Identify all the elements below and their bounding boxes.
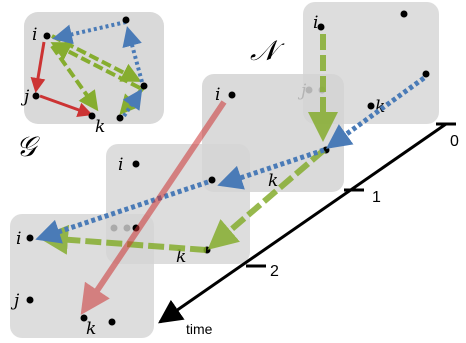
time-tick-0: 0 [450,133,459,150]
slice3-node-k-label: k [86,319,96,339]
time-axis: 0 1 2 time [158,122,459,337]
path-green [38,34,338,255]
small-graph-symbol: 𝒢 [16,130,40,163]
time-tick-2: 2 [270,263,279,280]
slice3-node-j-label: j [10,291,20,311]
path-blue [35,75,426,244]
slice1-node-i-label: i [215,85,220,105]
node-j-label: j [20,87,30,107]
node-k-label: k [95,117,105,137]
slice2-node-i-label: i [118,155,123,175]
slice3-node-i-label: i [16,229,21,249]
path-red [80,100,227,315]
time-tick-1: 1 [372,189,381,206]
slice2-node-k-label: k [176,247,186,267]
small-graph-panel: i j k [20,12,164,137]
time-axis-label: time [186,321,213,337]
network-symbol: 𝒩 [250,34,285,67]
node-i-label: i [32,25,37,45]
slice0-node-i-label: i [313,13,318,33]
slice1-node-k-label: k [268,171,278,191]
